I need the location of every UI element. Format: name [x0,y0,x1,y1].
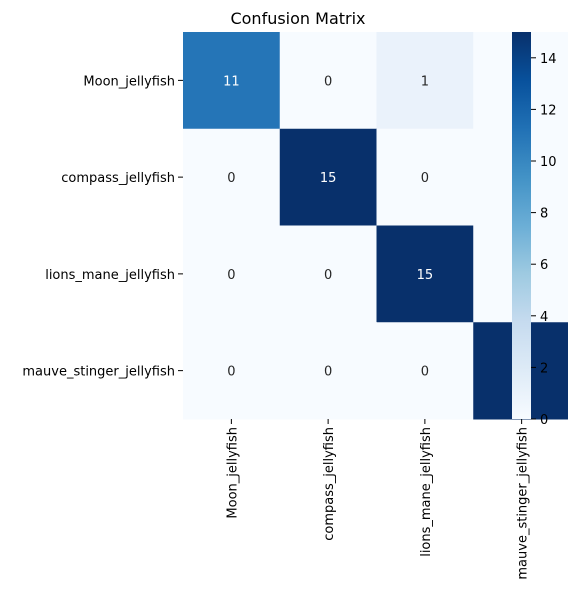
cell-value-label: 0 [421,365,429,380]
heatmap-cell [376,128,474,226]
heatmap-cell [279,322,377,420]
row-tick-label: Moon_jellyfish [83,74,175,89]
cell-value-label: 11 [223,74,240,89]
cell-value-label: 0 [227,268,235,283]
cell-value-label: 1 [421,74,429,89]
heatmap-cell [183,225,281,323]
heatmap-cells: 11010015000015000015 [183,32,568,420]
cell-value-label: 0 [324,365,332,380]
heatmap-cell [376,32,474,130]
colorbar-tick-label: 8 [540,207,548,222]
colorbar-ticks: 0 2 4 6 8 10 12 14 [531,52,557,428]
cell-value-label: 0 [324,74,332,89]
column-tick-label: mauve_stinger_jellyfish [516,427,531,580]
colorbar-tick-label: 4 [540,310,548,325]
colorbar-gradient [512,32,531,419]
chart-title: Confusion Matrix [230,9,365,28]
colorbar: 0 2 4 6 8 10 12 14 [512,32,557,428]
cell-value-label: 0 [421,171,429,186]
heatmap-cell [279,128,377,226]
column-tick-label: lions_mane_jellyfish [419,427,434,557]
cell-value-label: 15 [320,171,337,186]
colorbar-tick-label: 2 [540,361,548,376]
cell-value-label: 0 [227,171,235,186]
column-tick-labels: Moon_jellyfish compass_jellyfish lions_man… [225,419,531,580]
colorbar-tick-label: 10 [540,155,557,170]
cell-value-label: 15 [417,268,434,283]
heatmap-cell [183,32,281,130]
heatmap-cell [183,322,281,420]
row-tick-label: lions_mane_jellyfish [45,268,175,283]
heatmap-cell [376,322,474,420]
row-tick-labels: Moon_jellyfish compass_jellyfish lions_man… [22,74,183,380]
colorbar-tick-label: 14 [540,52,557,67]
heatmap-cell [376,225,474,323]
row-tick-label: mauve_stinger_jellyfish [22,365,175,380]
cell-value-label: 0 [324,268,332,283]
colorbar-tick-label: 0 [540,413,548,428]
row-tick-label: compass_jellyfish [61,171,175,186]
heatmap-cell [279,225,377,323]
column-tick-label: compass_jellyfish [322,427,337,541]
cell-value-label: 0 [227,365,235,380]
heatmap-cell [183,128,281,226]
colorbar-tick-label: 12 [540,103,557,118]
colorbar-tick-label: 6 [540,258,548,273]
column-tick-label: Moon_jellyfish [225,427,240,519]
heatmap-cell [279,32,377,130]
